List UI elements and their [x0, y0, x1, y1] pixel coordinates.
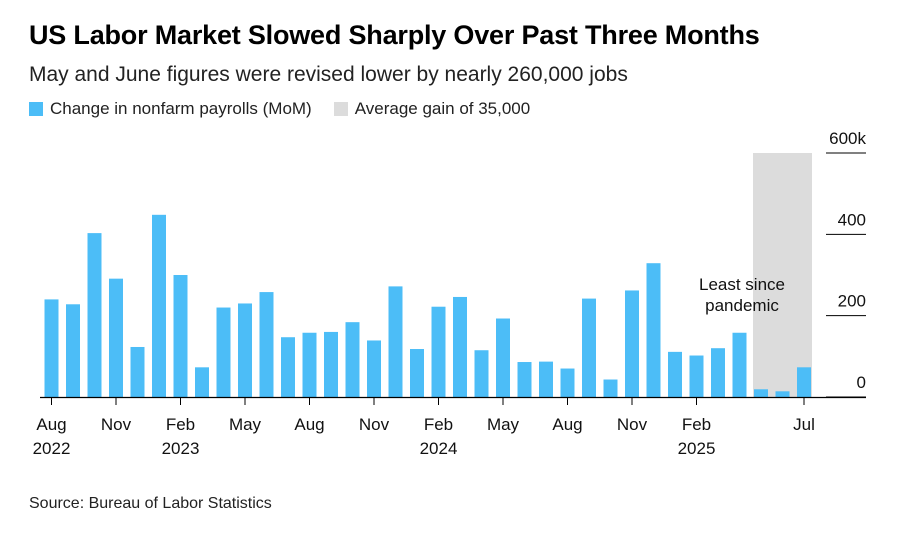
bar [646, 263, 661, 397]
x-tick-label: Nov [617, 415, 648, 434]
legend-item-shade: Average gain of 35,000 [333, 99, 531, 119]
x-tick-label: Feb [682, 415, 711, 434]
bar [44, 299, 59, 397]
bar [603, 379, 618, 397]
bar [496, 318, 510, 397]
x-tick-label: Jul [793, 415, 815, 434]
bar [625, 290, 639, 397]
x-tick-year-label: 2023 [162, 439, 200, 458]
x-tick-label: Aug [552, 415, 582, 434]
bar [130, 346, 145, 397]
annotation-label: Least since [699, 275, 785, 294]
legend-swatch-bars [29, 102, 43, 116]
x-tick-label: Feb [166, 415, 195, 434]
bar [87, 233, 102, 397]
bar [173, 275, 188, 397]
x-tick-label: May [487, 415, 520, 434]
bar [453, 296, 467, 397]
bar [754, 389, 768, 397]
bar [109, 278, 123, 397]
annotation-label: pandemic [705, 296, 779, 315]
bar [517, 362, 532, 397]
x-tick-label: Aug [294, 415, 324, 434]
bar [474, 350, 489, 397]
legend-label-bars: Change in nonfarm payrolls (MoM) [50, 99, 312, 118]
bar [66, 304, 80, 397]
x-tick-year-label: 2022 [33, 439, 71, 458]
bar [152, 214, 166, 397]
legend-item-bars: Change in nonfarm payrolls (MoM) [29, 99, 312, 119]
bar [431, 306, 446, 397]
bar [732, 332, 747, 397]
x-tick-year-label: 2025 [678, 439, 716, 458]
bar [367, 340, 381, 397]
y-tick-label: 400 [838, 210, 866, 229]
bar [302, 332, 317, 397]
bar [668, 351, 682, 397]
chart-subtitle: May and June figures were revised lower … [29, 63, 628, 86]
x-tick-label: May [229, 415, 262, 434]
bar [324, 331, 338, 397]
bar [410, 349, 424, 397]
bar [689, 355, 704, 397]
x-tick-label: Feb [424, 415, 453, 434]
bar [560, 368, 575, 397]
bar [345, 322, 360, 397]
bar [388, 286, 403, 397]
shaded-region [753, 153, 812, 397]
y-tick-label: 600k [829, 129, 866, 148]
y-tick-label: 200 [838, 292, 866, 311]
bar [216, 307, 231, 397]
bar [775, 391, 790, 397]
x-tick-label: Aug [36, 415, 66, 434]
bar [582, 298, 596, 397]
bar [539, 361, 553, 397]
x-tick-label: Nov [359, 415, 390, 434]
bar [259, 292, 274, 397]
bar [195, 367, 209, 397]
legend-label-shade: Average gain of 35,000 [354, 99, 531, 118]
x-tick-year-label: 2024 [420, 439, 458, 458]
source-note: Source: Bureau of Labor Statistics [29, 495, 272, 512]
legend: Change in nonfarm payrolls (MoM) Average… [29, 99, 552, 119]
bar [238, 303, 252, 397]
chart-title: US Labor Market Slowed Sharply Over Past… [29, 20, 760, 50]
bar [711, 348, 725, 397]
legend-swatch-shade [333, 102, 348, 116]
bar [281, 337, 295, 397]
bar [797, 367, 811, 397]
y-tick-label: 0 [857, 373, 866, 392]
x-tick-label: Nov [101, 415, 132, 434]
